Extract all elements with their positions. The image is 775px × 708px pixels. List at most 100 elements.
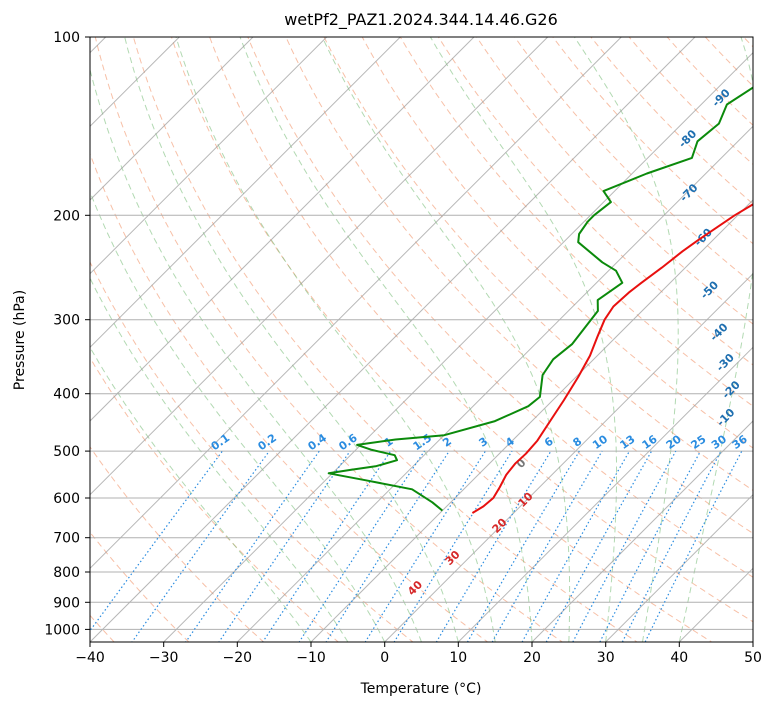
x-axis-label: Temperature (°C) — [360, 681, 482, 697]
mixing-ratio-label: 1 — [382, 435, 396, 450]
isotherm-line — [90, 37, 622, 570]
mixing-ratio-line — [262, 450, 392, 642]
isotherm-line — [90, 37, 475, 422]
y-tick-label: 100 — [53, 30, 80, 46]
mixing-ratio-label: 25 — [688, 433, 708, 452]
x-tick-label: 30 — [597, 650, 615, 666]
moist-adiabat — [90, 190, 386, 642]
y-tick-label: 600 — [53, 491, 80, 507]
dry-adiabat — [90, 260, 414, 642]
moist-adiabat-label: -50 — [698, 278, 721, 301]
moist-adiabat-label: -100 — [750, 51, 775, 80]
moist-adiabat — [239, 37, 533, 642]
mixing-ratio-label: 16 — [640, 432, 660, 452]
dry-adiabat — [94, 37, 564, 642]
isotherm-line — [531, 420, 753, 642]
dry-adiabat — [90, 531, 190, 642]
dry-adiabat — [476, 37, 753, 325]
y-tick-label: 500 — [53, 444, 80, 460]
isotherm-line — [605, 493, 753, 642]
mixing-ratio-line — [545, 450, 653, 642]
mixing-ratio-line — [364, 450, 486, 642]
y-axis-label: Pressure (hPa) — [12, 290, 28, 390]
y-tick-label: 900 — [53, 595, 80, 611]
isotherm-line — [90, 37, 254, 201]
moist-adiabat — [321, 37, 571, 642]
mixing-ratio-line — [491, 450, 603, 642]
mixing-ratio-line — [435, 450, 552, 642]
mixing-ratio-line — [521, 450, 631, 642]
dry-adiabat — [514, 37, 753, 285]
mixing-ratio-label: 2 — [440, 435, 454, 450]
dry-adiabat — [743, 37, 753, 48]
isotherm-line — [457, 346, 753, 642]
isotherm-line — [90, 37, 328, 275]
mixing-ratio-line — [185, 450, 320, 642]
dewpoint-profile-line — [327, 86, 753, 512]
mixing-ratio-line — [90, 450, 223, 632]
dry-adiabat-label: 20 — [490, 516, 510, 536]
mixing-ratio-line — [599, 450, 702, 642]
isotherm-line — [310, 199, 753, 642]
x-tick-label: −20 — [223, 650, 253, 666]
y-tick-label: 800 — [53, 565, 80, 581]
mixing-ratio-line — [393, 450, 513, 642]
mixing-ratio-line — [298, 450, 425, 642]
mixing-ratio-line — [466, 450, 580, 642]
x-tick-label: −40 — [75, 650, 105, 666]
dry-adiabat-label: 40 — [405, 578, 425, 598]
moist-adiabat-label: -10 — [714, 406, 737, 429]
mixing-ratio-label: 3 — [477, 435, 491, 450]
dry-adiabat — [209, 37, 753, 623]
isotherm-line — [236, 125, 753, 642]
moist-adiabat — [573, 37, 679, 642]
plot-frame — [89, 36, 754, 643]
dry-adiabat — [285, 37, 753, 535]
isotherm-line — [384, 272, 753, 642]
x-tick-label: 0 — [380, 650, 389, 666]
y-tick-label: 400 — [53, 387, 80, 403]
mixing-ratio-label: 20 — [664, 432, 684, 452]
isotherm-line — [90, 37, 549, 496]
y-tick-label: 700 — [53, 531, 80, 547]
isotherm-line — [90, 37, 696, 642]
mixing-ratio-label: 8 — [571, 435, 585, 450]
y-tick-label: 300 — [53, 313, 80, 329]
chart-title: wetPf2_PAZ1.2024.344.14.46.G26 — [284, 10, 558, 30]
moist-adiabat — [175, 37, 496, 642]
dry-adiabat — [323, 37, 753, 491]
moist-adiabat-label: -40 — [707, 320, 730, 343]
mixing-ratio-label: 0.4 — [306, 431, 330, 453]
mixing-ratio-line — [572, 450, 677, 642]
dry-adiabat — [90, 446, 265, 642]
mixing-ratio-line — [218, 450, 351, 642]
x-tick-label: −30 — [149, 650, 179, 666]
moist-adiabat — [90, 276, 349, 642]
x-tick-label: 10 — [449, 650, 467, 666]
mixing-ratio-label: 10 — [590, 432, 610, 452]
moist-adiabat — [678, 37, 753, 642]
mixing-ratio-label: 1.5 — [411, 431, 434, 453]
isotherm-line — [752, 641, 753, 642]
isotherm-line — [163, 51, 753, 642]
x-tick-label: −10 — [296, 650, 326, 666]
moist-adiabat-label: -70 — [677, 181, 700, 204]
mixing-ratio-line — [621, 450, 722, 642]
dry-adiabat-label: 10 — [516, 490, 536, 510]
x-tick-label: 50 — [744, 650, 762, 666]
moist-adiabat-label: -20 — [720, 378, 743, 401]
dry-adiabat — [132, 37, 638, 642]
isotherm-line — [90, 37, 401, 349]
y-tick-label: 200 — [53, 208, 80, 224]
dry-adiabat — [90, 152, 489, 642]
y-tick-label: 1000 — [44, 622, 80, 638]
mixing-ratio-line — [131, 450, 270, 642]
moist-adiabat — [429, 37, 617, 642]
moist-adiabat-label: -30 — [714, 351, 737, 374]
moist-adiabat — [124, 37, 459, 642]
dry-adiabat — [90, 356, 340, 642]
temperature-profile-line — [471, 203, 753, 514]
mixing-ratio-line — [325, 450, 450, 642]
isotherm-line — [678, 567, 753, 642]
